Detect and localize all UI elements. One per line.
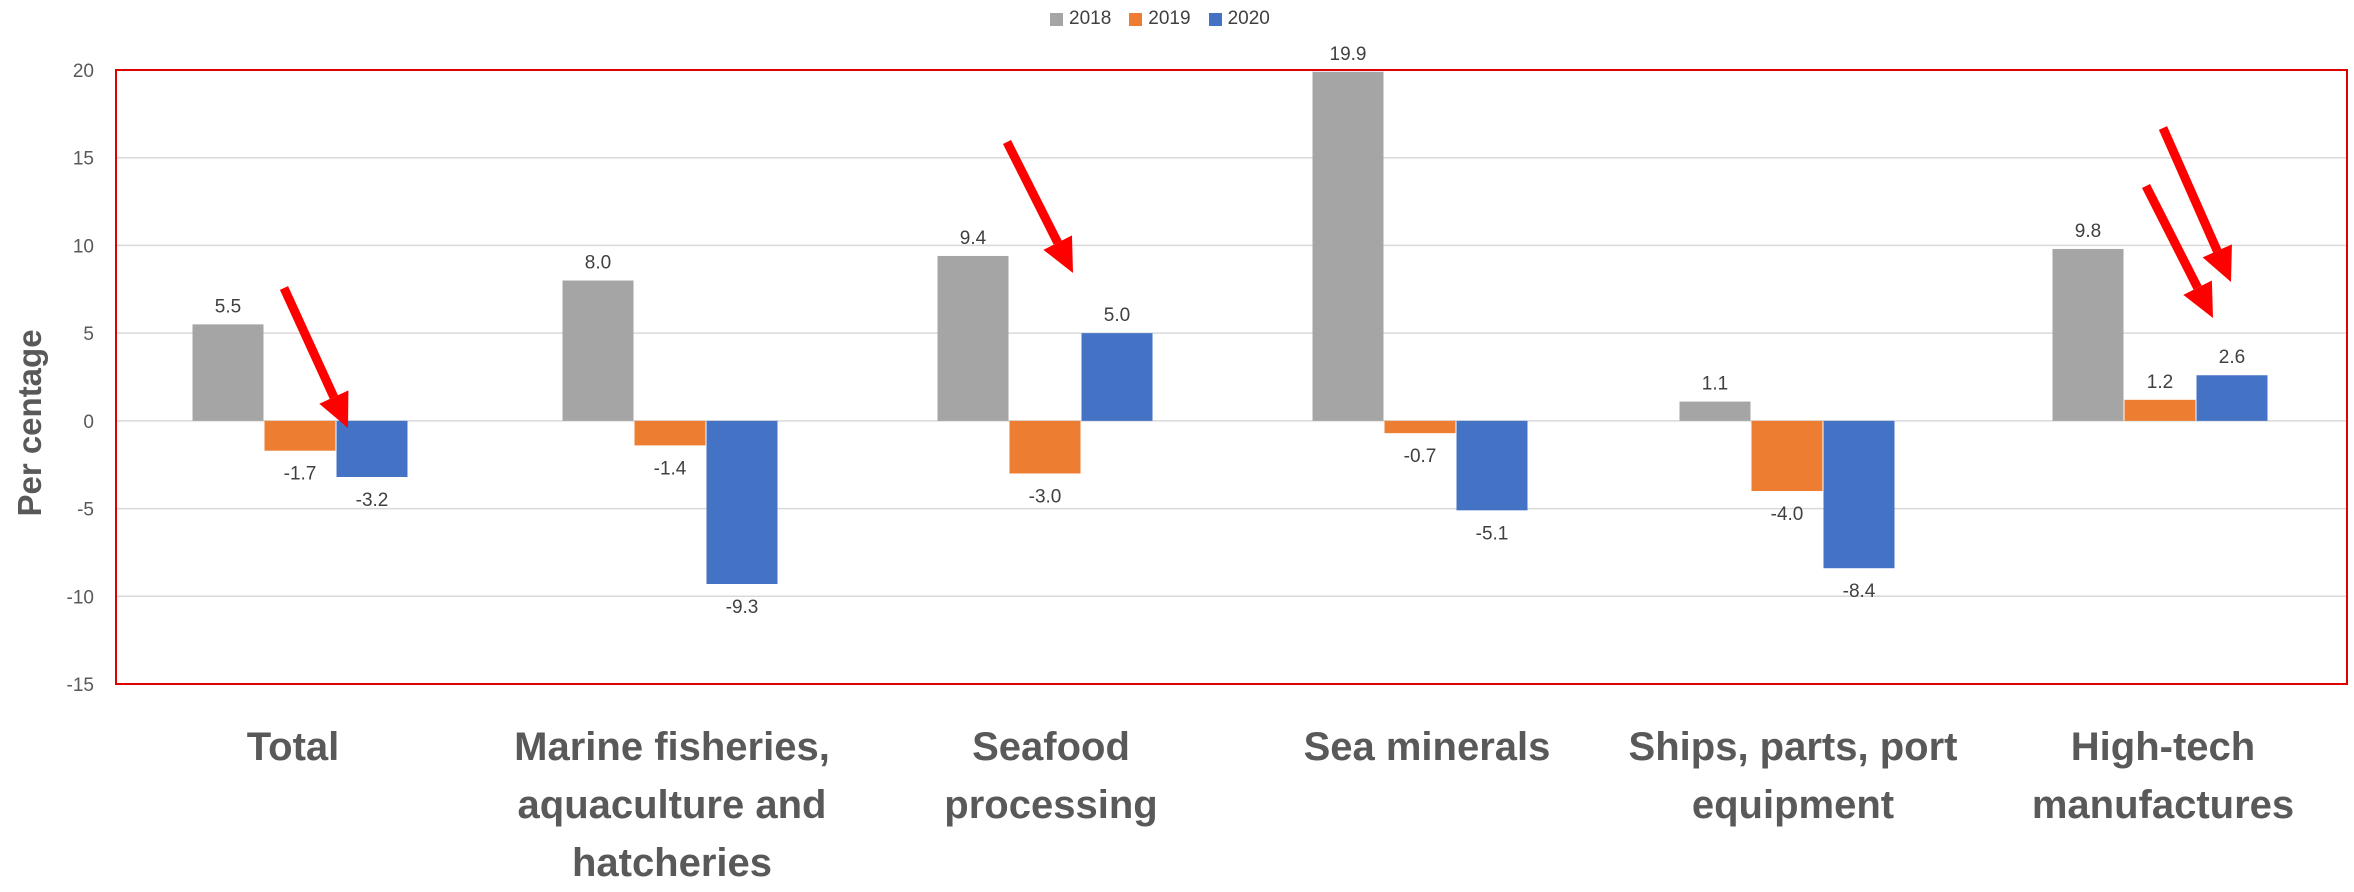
data-label-2019-4: -4.0: [1771, 504, 1804, 525]
data-label-2018-3: 19.9: [1330, 44, 1367, 65]
category-label-total: Total: [246, 725, 340, 769]
bar-2019-1: [634, 420, 706, 446]
data-label-2019-5: 1.2: [2147, 372, 2173, 393]
plot-border: [115, 69, 2348, 685]
category-label-high-tech: High-tech manufactures: [2031, 725, 2295, 827]
arrow-shaft: [2141, 183, 2202, 290]
bar-2020-2: [1081, 333, 1153, 421]
arrow-head: [319, 390, 349, 428]
arrow-shaft: [2158, 126, 2222, 253]
legend: 2018 2019 2020: [1050, 6, 1270, 32]
bar-2019-4: [1751, 420, 1823, 492]
data-label-2019-2: -3.0: [1029, 486, 1062, 507]
legend-item-2020: 2020: [1208, 8, 1270, 30]
bars: [192, 71, 2268, 585]
data-label-2018-0: 5.5: [215, 296, 241, 317]
arrow-head: [2202, 244, 2232, 282]
bar-2019-2: [1009, 420, 1081, 474]
bar-2018-2: [937, 255, 1009, 421]
y-tick-label: 15: [73, 149, 94, 170]
y-tick-label: -10: [67, 587, 94, 608]
bar-2018-4: [1679, 401, 1751, 421]
data-label-2020-2: 5.0: [1104, 305, 1130, 326]
bar-2019-3: [1384, 420, 1456, 434]
y-tick-label: 0: [83, 412, 94, 433]
data-label-2020-5: 2.6: [2219, 347, 2245, 368]
data-label-2018-2: 9.4: [960, 228, 987, 249]
data-label-2018-1: 8.0: [585, 253, 611, 274]
gridlines: [116, 69, 2347, 685]
data-label-2020-3: -5.1: [1476, 523, 1509, 544]
legend-swatch-2019: [1129, 12, 1143, 26]
data-label-2020-4: -8.4: [1843, 581, 1876, 602]
bar-2018-3: [1312, 71, 1384, 421]
data-label-2019-1: -1.4: [654, 458, 687, 479]
y-tick-label: 10: [73, 236, 94, 257]
arrow-shaft: [1002, 139, 1062, 245]
legend-item-2018: 2018: [1050, 8, 1111, 30]
bar-2019-0: [264, 420, 336, 451]
y-tick-label: 5: [83, 324, 94, 345]
y-tick-label: -5: [77, 500, 94, 521]
data-label-2018-5: 9.8: [2075, 221, 2101, 242]
y-axis-label: Per centage: [11, 329, 48, 517]
arrow-head: [2183, 280, 2213, 318]
y-tick-label: 20: [73, 61, 94, 82]
legend-label-2019: 2019: [1148, 8, 1191, 29]
bar-2018-0: [192, 324, 264, 421]
arrow-head: [1043, 235, 1073, 273]
bar-2020-0: [336, 420, 408, 477]
legend-swatch-2020: [1208, 12, 1222, 26]
data-label-2019-3: -0.7: [1404, 446, 1437, 467]
data-label-2020-0: -3.2: [356, 490, 389, 511]
annotation-arrows: [279, 126, 2232, 428]
legend-swatch-2018: [1050, 12, 1063, 26]
bar-2020-5: [2196, 375, 2268, 421]
category-label-ships-parts: Ships, parts, port equipment: [1628, 725, 1958, 827]
legend-label-2020: 2020: [1227, 8, 1270, 29]
y-axis-ticks: 20 15 10 5 0 -5 -10 -15: [67, 61, 94, 696]
category-label-marine-fisheries: Marine fisheries, aquaculture and hatche…: [514, 725, 830, 885]
data-labels: 5.5 8.0 9.4 19.9 1.1 9.8 -1.7 -1.4 -3.0 -0.7 -4.0 1…: [215, 44, 2245, 618]
bar-2020-3: [1456, 420, 1528, 511]
bar-2020-1: [706, 420, 778, 585]
category-label-sea-minerals: Sea minerals: [1303, 725, 1551, 769]
data-label-2020-1: -9.3: [726, 597, 759, 618]
arrow-shaft: [279, 286, 338, 399]
data-label-2018-4: 1.1: [1702, 374, 1728, 395]
bar-2019-5: [2124, 399, 2196, 421]
bar-2020-4: [1823, 420, 1895, 569]
data-label-2019-0: -1.7: [284, 464, 317, 485]
legend-item-2019: 2019: [1129, 8, 1191, 30]
legend-label-2018: 2018: [1069, 8, 1112, 29]
bar-2018-5: [2052, 248, 2124, 421]
y-tick-label: -15: [67, 675, 94, 696]
bar-2018-1: [562, 280, 634, 421]
category-label-seafood-processing: Seafood processing: [944, 725, 1158, 827]
